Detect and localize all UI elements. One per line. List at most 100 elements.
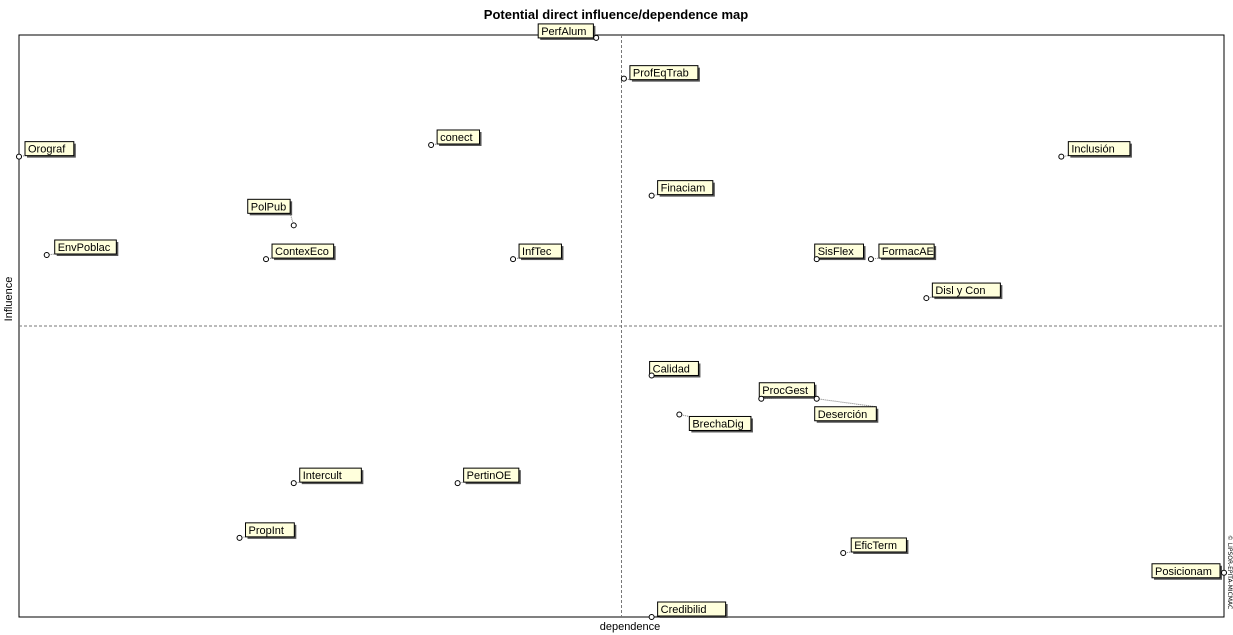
point-posicionam: Posicionam: [1151, 563, 1227, 580]
data-point-marker: [676, 411, 683, 418]
data-point-marker: [1221, 569, 1227, 576]
data-point-marker: [454, 480, 461, 487]
label-box: [850, 537, 907, 553]
label-box: [436, 129, 481, 145]
data-point-marker: [923, 295, 930, 302]
point-label: ProfEqTrab: [633, 68, 689, 80]
data-point-marker: [263, 256, 270, 263]
point-contexeco: ContexEco: [263, 243, 336, 263]
point-label: Posicionam: [1155, 566, 1212, 578]
point-label: BrechaDig: [692, 418, 743, 430]
point-perfalum: PerfAlum: [537, 23, 600, 41]
point-finaciam: Finaciam: [648, 180, 715, 199]
label-box: [657, 180, 714, 196]
data-point-marker: [840, 549, 847, 556]
leader-line: [816, 398, 877, 408]
label-box: [463, 467, 520, 483]
point-inftec: InfTec: [510, 243, 564, 263]
data-point-marker: [428, 141, 435, 148]
point-label: InfTec: [522, 246, 552, 258]
data-point-marker: [867, 256, 874, 263]
point-label: EficTerm: [854, 540, 897, 552]
label-box: [1067, 141, 1131, 157]
point-label: FormacAE: [882, 246, 934, 258]
point-label: Inclusión: [1071, 144, 1114, 156]
leader-line: [679, 413, 690, 417]
data-point-marker: [290, 222, 297, 229]
point-label: SisFlex: [818, 246, 855, 258]
data-point-marker: [290, 480, 297, 487]
point-label: Orograf: [28, 144, 66, 156]
leader-line: [46, 253, 55, 256]
label-box: [299, 467, 362, 483]
points-layer: PerfAlum ProfEqTrab conect Orograf Inclusión…: [16, 23, 1227, 620]
point-calidad: Calidad: [648, 360, 701, 379]
data-point-marker: [648, 372, 655, 379]
point-propint: PropInt: [236, 522, 297, 541]
point-label: Calidad: [653, 363, 690, 375]
data-point-marker: [43, 251, 50, 258]
copyright-note: © LIPSOR-EPITA-MICMAC: [1226, 535, 1233, 609]
point-label: conect: [440, 132, 472, 144]
point-label: PropInt: [249, 525, 284, 537]
data-point-marker: [236, 534, 243, 541]
data-point-marker: [510, 256, 517, 263]
label-box: [878, 243, 935, 259]
point-disl-y-con: Disl y Con: [923, 282, 1003, 302]
data-point-marker: [813, 256, 820, 263]
label-box: [54, 239, 117, 255]
data-point-marker: [593, 34, 600, 41]
label-box: [758, 382, 815, 398]
point-formacae: FormacAE: [867, 243, 937, 263]
label-box: [649, 360, 699, 376]
label-box: [518, 243, 562, 259]
data-point-marker: [648, 192, 655, 199]
data-point-marker: [758, 395, 765, 402]
point-envpoblac: EnvPoblac: [43, 239, 119, 258]
label-box: [931, 282, 1001, 298]
y-axis-label: Influence: [3, 277, 15, 322]
point-inclusi-n: Inclusión: [1058, 141, 1132, 160]
point-brechadig: BrechaDig: [676, 411, 753, 433]
label-box: [814, 406, 877, 422]
point-label: PolPub: [251, 201, 286, 213]
point-label: EnvPoblac: [58, 242, 111, 254]
label-box: [814, 243, 865, 259]
label-box: [629, 65, 699, 81]
label-box: [1151, 563, 1221, 579]
point-label: ContexEco: [275, 246, 329, 258]
point-label: Intercult: [303, 470, 342, 482]
data-point-marker: [813, 395, 820, 402]
point-pertinoe: PertinOE: [454, 467, 521, 487]
label-box: [657, 601, 727, 617]
point-conect: conect: [428, 129, 482, 148]
point-credibilid: Credibilid: [648, 601, 728, 620]
point-orograf: Orograf: [16, 141, 76, 160]
data-point-marker: [16, 153, 22, 160]
label-box: [247, 198, 291, 214]
label-box: [271, 243, 335, 259]
point-eficterm: EficTerm: [840, 537, 909, 556]
data-point-marker: [1058, 153, 1065, 160]
chart-title: Potential direct influence/dependence ma…: [484, 7, 748, 22]
point-label: Deserción: [818, 409, 868, 421]
leader-line: [843, 551, 852, 554]
point-intercult: Intercult: [290, 467, 364, 487]
data-point-marker: [620, 75, 627, 82]
data-point-marker: [648, 614, 655, 620]
point-deserci-n: Deserción: [813, 395, 879, 423]
x-axis-label: dependence: [600, 621, 661, 633]
point-label: PerfAlum: [541, 26, 586, 38]
label-box: [537, 23, 594, 39]
label-box: [688, 415, 752, 431]
leader-line: [870, 257, 879, 260]
point-label: ProcGest: [762, 385, 808, 397]
point-label: Finaciam: [661, 183, 706, 195]
point-sisflex: SisFlex: [813, 243, 866, 263]
point-label: Credibilid: [661, 604, 707, 616]
point-label: Disl y Con: [935, 285, 985, 297]
point-procgest: ProcGest: [758, 382, 817, 402]
point-profeqtrab: ProfEqTrab: [620, 65, 700, 82]
point-polpub: PolPub: [247, 198, 297, 229]
